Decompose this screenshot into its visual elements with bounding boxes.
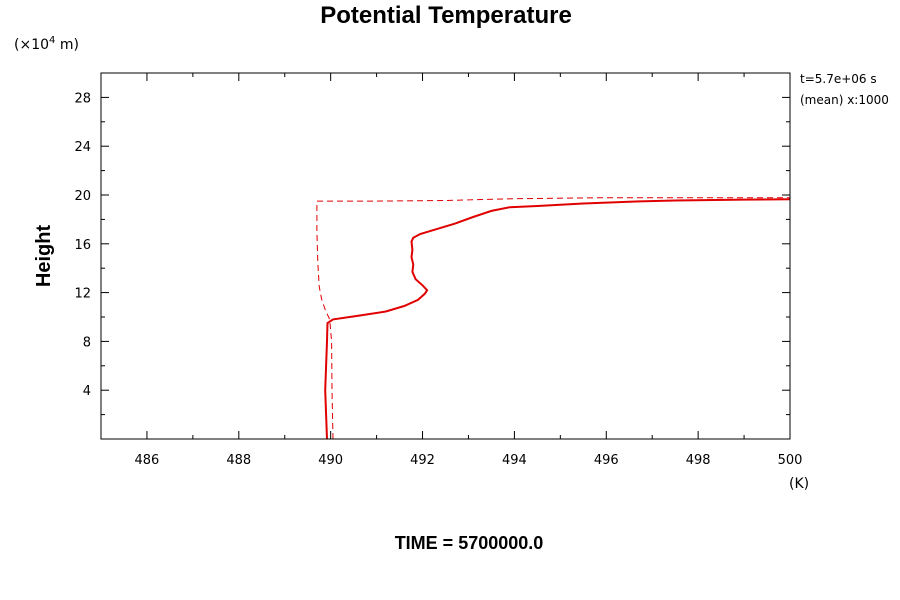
solid-profile-line: [324, 198, 791, 440]
x-tick-label: 492: [410, 453, 435, 468]
x-tick-label: 488: [226, 453, 251, 468]
y-tick-label: 28: [74, 91, 91, 106]
y-unit-suffix: m): [55, 37, 79, 53]
x-tick-label: 494: [502, 453, 527, 468]
x-tick-label: 490: [318, 453, 343, 468]
y-tick-label: 16: [74, 238, 91, 253]
time-footer: TIME = 5700000.0: [395, 533, 544, 553]
x-tick-label: 498: [686, 453, 711, 468]
plot-frame: [100, 72, 791, 440]
axis-ticks: 486 488 490 492 494 496 498 500 4 8 12 16 20 24 28: [74, 73, 802, 468]
x-tick-label: 500: [778, 453, 803, 468]
y-tick-label: 24: [74, 140, 91, 155]
x-axis-unit: (K): [789, 476, 809, 492]
y-unit-exponent: 4: [49, 35, 55, 46]
y-tick-label: 20: [74, 189, 91, 204]
x-tick-label: 496: [594, 453, 619, 468]
series-lines: [316, 197, 791, 440]
y-tick-label: 8: [83, 335, 91, 350]
dashed-profile-line: [316, 197, 790, 440]
y-axis-unit: (×104 m): [14, 35, 79, 53]
x-tick-label: 486: [135, 453, 160, 468]
chart-title: Potential Temperature: [320, 2, 572, 29]
mean-annotation: (mean) x:1000: [800, 93, 889, 107]
y-tick-label: 12: [74, 287, 91, 302]
time-annotation: t=5.7e+06 s: [800, 72, 877, 86]
y-unit-prefix: (×10: [14, 37, 49, 53]
y-axis-label: Height: [33, 225, 55, 288]
y-tick-label: 4: [83, 384, 91, 399]
